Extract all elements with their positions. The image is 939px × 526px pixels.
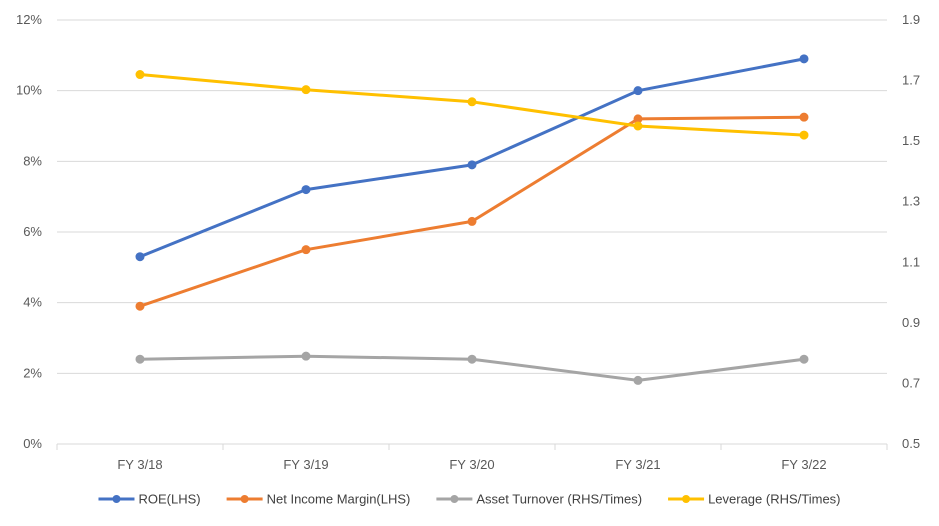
- right-axis-tick-label: 1.5: [902, 133, 920, 148]
- data-point: [467, 216, 477, 226]
- right-axis-tick-label: 0.7: [902, 375, 920, 390]
- legend-label: Leverage (RHS/Times): [708, 492, 840, 507]
- x-axis-category-label: FY 3/20: [449, 457, 494, 472]
- right-axis-tick-label: 1.7: [902, 73, 920, 88]
- legend-swatch-marker: [240, 495, 249, 503]
- data-point: [799, 112, 809, 122]
- right-axis-tick-label: 1.1: [902, 254, 920, 269]
- right-axis-tick-label: 0.9: [902, 315, 920, 330]
- data-point: [633, 86, 643, 96]
- legend-item: ROE(LHS): [98, 492, 201, 507]
- data-point: [799, 54, 809, 64]
- left-axis-tick-label: 0%: [23, 436, 42, 451]
- x-axis-category-label: FY 3/22: [781, 457, 826, 472]
- legend-swatch-marker: [450, 495, 459, 503]
- legend-label: Net Income Margin(LHS): [267, 492, 411, 507]
- left-axis-tick-label: 8%: [23, 153, 42, 168]
- legend-swatch-marker: [682, 495, 691, 503]
- data-point: [633, 121, 643, 131]
- x-axis-category-label: FY 3/21: [615, 457, 660, 472]
- legend-swatch-marker: [112, 495, 121, 503]
- legend-item: Net Income Margin(LHS): [226, 492, 411, 507]
- x-axis-category-label: FY 3/19: [283, 457, 328, 472]
- data-point: [467, 354, 477, 364]
- left-axis-tick-label: 4%: [23, 295, 42, 310]
- series-line: [138, 115, 806, 308]
- data-point: [467, 160, 477, 170]
- series-line: [138, 57, 806, 259]
- data-point: [301, 245, 311, 255]
- left-axis-tick-label: 10%: [16, 83, 42, 98]
- data-point: [135, 70, 145, 80]
- x-axis-category-label: FY 3/18: [117, 457, 162, 472]
- right-axis-tick-label: 0.5: [902, 436, 920, 451]
- left-axis-tick-label: 6%: [23, 224, 42, 239]
- right-axis-tick-label: 1.9: [902, 12, 920, 27]
- axes: 0% 2% 4% 6% 8% 10% 12% 0.5 0.7 0.9 1.1 1.3 1.5 1.7 1.9…: [16, 12, 920, 472]
- data-point: [799, 354, 809, 364]
- series-lines: [135, 54, 809, 385]
- legend: ROE(LHS) Net Income Margin(LHS) Asset Turn…: [98, 492, 841, 507]
- data-point: [633, 375, 643, 385]
- left-axis-tick-label: 2%: [23, 365, 42, 380]
- data-point: [135, 301, 145, 311]
- legend-label: Asset Turnover (RHS/Times): [476, 492, 642, 507]
- legend-label: ROE(LHS): [138, 492, 200, 507]
- gridlines: [57, 19, 887, 445]
- legend-item: Leverage (RHS/Times): [668, 492, 841, 507]
- data-point: [135, 252, 145, 262]
- data-point: [301, 185, 311, 195]
- right-axis-tick-label: 1.3: [902, 194, 920, 209]
- data-point: [799, 130, 809, 140]
- data-point: [301, 351, 311, 361]
- left-axis-tick-label: 12%: [16, 12, 42, 27]
- data-point: [135, 354, 145, 364]
- data-point: [301, 85, 311, 95]
- legend-item: Asset Turnover (RHS/Times): [436, 492, 642, 507]
- data-point: [467, 97, 477, 107]
